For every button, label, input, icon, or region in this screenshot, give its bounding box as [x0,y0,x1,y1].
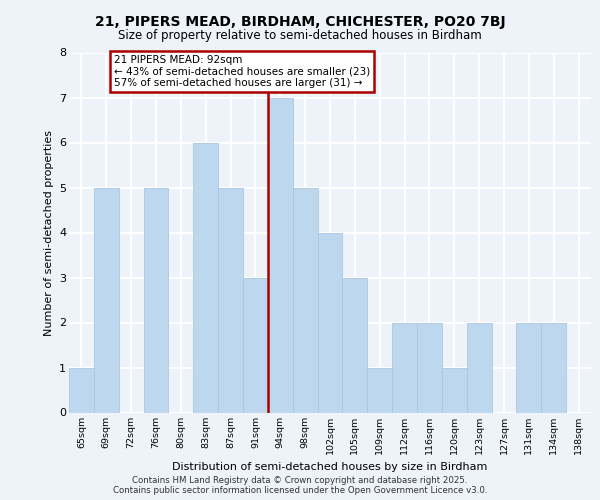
Bar [392,322,417,412]
Bar [367,368,392,412]
Bar [293,188,317,412]
Bar [317,232,343,412]
Bar [442,368,467,412]
Bar [268,98,293,412]
Bar [343,278,367,412]
Text: 21 PIPERS MEAD: 92sqm
← 43% of semi-detached houses are smaller (23)
57% of semi: 21 PIPERS MEAD: 92sqm ← 43% of semi-deta… [114,54,370,88]
Bar [243,278,268,412]
Bar [69,368,94,412]
Text: Size of property relative to semi-detached houses in Birdham: Size of property relative to semi-detach… [118,29,482,42]
X-axis label: Distribution of semi-detached houses by size in Birdham: Distribution of semi-detached houses by … [172,462,488,472]
Bar [541,322,566,412]
Bar [467,322,491,412]
Bar [193,142,218,412]
Y-axis label: Number of semi-detached properties: Number of semi-detached properties [44,130,53,336]
Bar [417,322,442,412]
Bar [218,188,243,412]
Bar [143,188,169,412]
Text: Contains HM Land Registry data © Crown copyright and database right 2025.
Contai: Contains HM Land Registry data © Crown c… [113,476,487,495]
Text: 21, PIPERS MEAD, BIRDHAM, CHICHESTER, PO20 7BJ: 21, PIPERS MEAD, BIRDHAM, CHICHESTER, PO… [95,15,505,29]
Bar [94,188,119,412]
Bar [517,322,541,412]
